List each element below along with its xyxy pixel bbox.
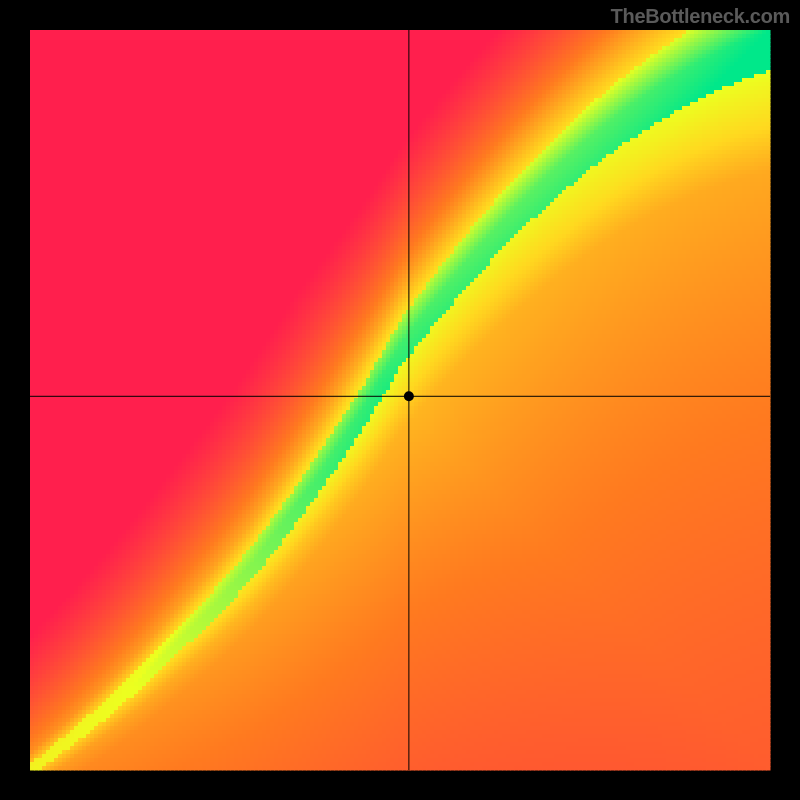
chart-container: TheBottleneck.com [0, 0, 800, 800]
watermark-text: TheBottleneck.com [611, 6, 790, 29]
bottleneck-heatmap [0, 0, 800, 800]
